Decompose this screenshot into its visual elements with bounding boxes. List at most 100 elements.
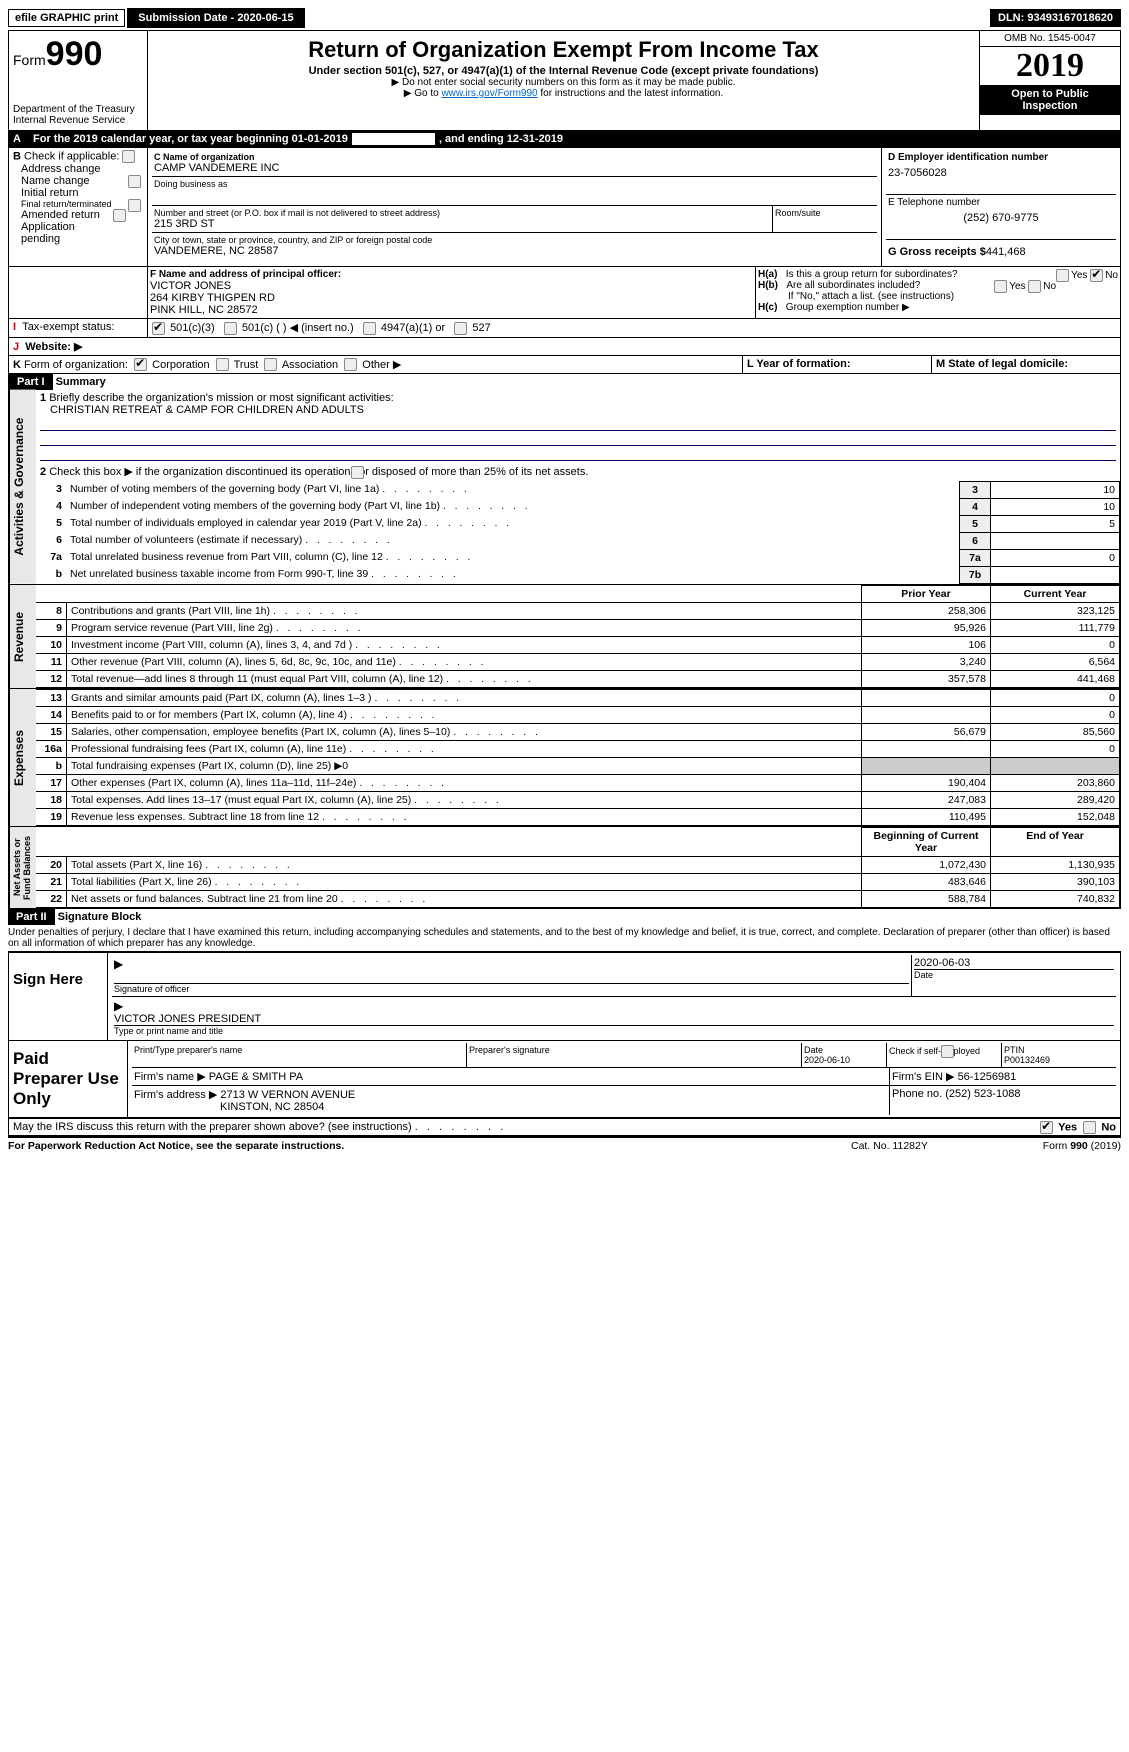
- sig-date: 2020-06-03: [914, 957, 1114, 969]
- discuss-no-check[interactable]: [1083, 1121, 1096, 1134]
- c-label: C Name of organization: [154, 152, 875, 162]
- 4947-check[interactable]: [363, 322, 376, 335]
- 501c3-check[interactable]: [152, 322, 165, 335]
- part-ii-title: Part II: [8, 909, 55, 925]
- ha-yes-check[interactable]: [1056, 269, 1069, 282]
- final-check[interactable]: [128, 199, 141, 212]
- department: Department of the Treasury Internal Reve…: [13, 104, 143, 126]
- firm-ein: 56-1256981: [958, 1071, 1017, 1083]
- h-a: H(a) Is this a group return for subordin…: [758, 269, 1118, 280]
- fh-block: F Name and address of principal officer:…: [8, 267, 1121, 319]
- prep-date: 2020-06-10: [804, 1055, 850, 1065]
- hb-no-check[interactable]: [1028, 280, 1041, 293]
- hb-yes-check[interactable]: [994, 280, 1007, 293]
- signature-block: Sign Here ▶Signature of officer 2020-06-…: [8, 951, 1121, 1119]
- part-i: Part I Summary Activities & Governance 1…: [8, 374, 1121, 909]
- perjury-statement: Under penalties of perjury, I declare th…: [8, 925, 1121, 951]
- firm-addr1: 2713 W VERNON AVENUE: [220, 1089, 355, 1101]
- other-check[interactable]: [344, 358, 357, 371]
- vert-revenue: Revenue: [9, 585, 36, 688]
- ein: 23-7056028: [888, 167, 1114, 179]
- name-change-check[interactable]: [128, 175, 141, 188]
- city: VANDEMERE, NC 28587: [154, 245, 875, 257]
- vert-net: Net Assets orFund Balances: [9, 827, 36, 908]
- dba-label: Doing business as: [154, 179, 875, 189]
- b-item: Final return/terminated: [21, 199, 143, 209]
- h-c: H(c) Group exemption number ▶: [758, 302, 1118, 313]
- discuss-yes-check[interactable]: [1040, 1121, 1053, 1134]
- h-b-note: If "No," attach a list. (see instruction…: [788, 291, 1118, 302]
- trust-check[interactable]: [216, 358, 229, 371]
- f-label: F Name and address of principal officer:: [150, 269, 753, 280]
- open-inspection: Open to Public Inspection: [980, 85, 1120, 115]
- efile-label[interactable]: efile GRAPHIC print: [8, 9, 125, 27]
- 527-check[interactable]: [454, 322, 467, 335]
- form-title: Return of Organization Exempt From Incom…: [152, 37, 975, 63]
- vert-governance: Activities & Governance: [9, 390, 36, 584]
- firm-name: PAGE & SMITH PA: [209, 1071, 303, 1083]
- self-emp-check[interactable]: [941, 1045, 954, 1058]
- form-number: Form990: [13, 35, 143, 74]
- discuss-row: May the IRS discuss this return with the…: [8, 1119, 1121, 1136]
- assoc-check[interactable]: [264, 358, 277, 371]
- sign-here-label: Sign Here: [9, 953, 107, 1040]
- omb-number: OMB No. 1545-0047: [980, 31, 1120, 47]
- firm-phone: (252) 523-1088: [945, 1088, 1020, 1100]
- form-header: Form990 Department of the Treasury Inter…: [8, 30, 1121, 131]
- discontinued-check[interactable]: [351, 466, 364, 479]
- line-klm: K Form of organization: Corporation Trus…: [8, 356, 1121, 375]
- corp-check[interactable]: [134, 358, 147, 371]
- line-2: 2 Check this box ▶ if the organization d…: [36, 463, 1120, 481]
- l-label: L Year of formation:: [747, 358, 851, 370]
- addr-change-check[interactable]: [122, 150, 135, 163]
- paid-prep-label: Paid Preparer Use Only: [9, 1041, 127, 1117]
- officer-name: VICTOR JONES: [150, 280, 753, 292]
- bcdefg-block: B Check if applicable: Address change Na…: [8, 148, 1121, 267]
- firm-addr2: KINSTON, NC 28504: [220, 1101, 324, 1113]
- irs-link[interactable]: www.irs.gov/Form990: [441, 88, 537, 99]
- e-label: E Telephone number: [888, 197, 1114, 208]
- expenses-table: 13Grants and similar amounts paid (Part …: [36, 689, 1120, 825]
- sig-officer-label: Signature of officer: [114, 983, 909, 994]
- 501c-check[interactable]: [224, 322, 237, 335]
- officer-addr1: 264 KIRBY THIGPEN RD: [150, 292, 753, 304]
- governance-table: 3Number of voting members of the governi…: [36, 481, 1120, 584]
- g-label: G Gross receipts $: [888, 246, 986, 258]
- subtitle: Under section 501(c), 527, or 4947(a)(1)…: [152, 65, 975, 77]
- room-label: Room/suite: [775, 208, 875, 218]
- revenue-table: Prior YearCurrent Year 8Contributions an…: [36, 585, 1120, 688]
- b-item: Address change: [21, 163, 143, 175]
- line-1: 1 Briefly describe the organization's mi…: [36, 390, 1120, 463]
- net-table: Beginning of Current YearEnd of Year 20T…: [36, 827, 1120, 908]
- street: 215 3RD ST: [154, 218, 770, 230]
- city-label: City or town, state or province, country…: [154, 235, 875, 245]
- part-i-title: Part I: [9, 374, 53, 390]
- part-ii: Part II Signature Block: [8, 909, 1121, 925]
- officer-printed: VICTOR JONES PRESIDENT: [114, 1013, 1114, 1026]
- tax-year: 2019: [980, 47, 1120, 85]
- officer-addr2: PINK HILL, NC 28572: [150, 304, 753, 316]
- b-item: Initial return: [21, 187, 143, 199]
- ha-no-check[interactable]: [1090, 269, 1103, 282]
- amended-check[interactable]: [113, 209, 126, 222]
- b-item: Application pending: [21, 221, 143, 245]
- b-item: Amended return: [21, 209, 143, 221]
- submission-date: Submission Date - 2020-06-15: [127, 8, 304, 28]
- street-label: Number and street (or P.O. box if mail i…: [154, 208, 770, 218]
- line-j: J Website: ▶: [8, 338, 1121, 356]
- line-i: I Tax-exempt status: 501(c)(3) 501(c) ( …: [8, 319, 1121, 338]
- note-ssn: ▶ Do not enter social security numbers o…: [152, 77, 975, 88]
- ptin: P00132469: [1004, 1055, 1050, 1065]
- org-name: CAMP VANDEMERE INC: [154, 162, 875, 174]
- note-link: ▶ Go to www.irs.gov/Form990 for instruct…: [152, 88, 975, 99]
- topbar: efile GRAPHIC print Submission Date - 20…: [8, 8, 1121, 28]
- line-a: A For the 2019 calendar year, or tax yea…: [8, 131, 1121, 148]
- footer: For Paperwork Reduction Act Notice, see …: [8, 1136, 1121, 1154]
- line-b-title: B Check if applicable:: [13, 150, 143, 163]
- m-label: M State of legal domicile:: [936, 358, 1068, 370]
- b-item: Name change: [21, 175, 143, 187]
- d-label: D Employer identification number: [888, 152, 1114, 163]
- dln: DLN: 93493167018620: [990, 9, 1121, 27]
- gross-receipts: 441,468: [986, 246, 1026, 258]
- vert-expenses: Expenses: [9, 689, 36, 826]
